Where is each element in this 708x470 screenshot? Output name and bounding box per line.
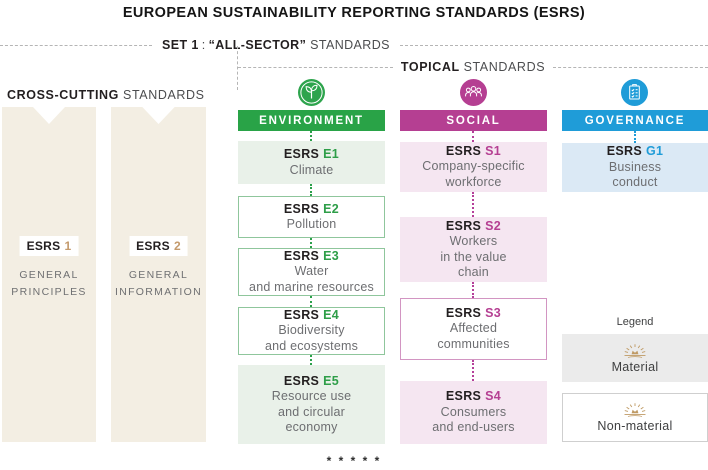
legend-non-material-box: Non-material	[562, 393, 708, 442]
esrs-e2-card: ESRS E2 Pollution	[238, 196, 385, 238]
esrs-g1-card: ESRS G1 Business conduct	[562, 143, 708, 192]
legend-title: Legend	[616, 316, 654, 328]
set1-label: SET 1	[162, 38, 199, 52]
connector	[310, 184, 312, 196]
connector	[634, 131, 636, 143]
esrs-1-code: ESRS 1	[19, 236, 79, 256]
topical-heading-row: TOPICAL STANDARDS	[238, 60, 708, 74]
esrs-e1-card: ESRS E1 Climate	[238, 141, 385, 184]
governance-header: GOVERNANCE	[562, 110, 708, 131]
esrs-e4-card: ESRS E4 Biodiversity and ecosystems	[238, 307, 385, 355]
subtitle-standards-label: STANDARDS	[310, 38, 390, 52]
section-divider-dash	[237, 46, 238, 90]
connector	[472, 192, 474, 217]
esrs-label: ESRS	[136, 239, 170, 253]
cross-cutting-heading: CROSS-CUTTING STANDARDS	[7, 88, 205, 102]
esrs-2-description: GENERAL INFORMATION	[114, 269, 202, 298]
esrs-1-num: 1	[64, 239, 72, 253]
social-header: SOCIAL	[400, 110, 547, 131]
crest-icon	[624, 403, 646, 417]
legend-non-material-label: Non-material	[597, 419, 673, 433]
esrs-e3-card: ESRS E3 Water and marine resources	[238, 248, 385, 296]
topical-heading: TOPICAL STANDARDS	[393, 60, 553, 74]
connector	[310, 131, 312, 141]
esrs-2-code: ESRS 2	[129, 236, 188, 256]
esrs-2-num: 2	[173, 239, 181, 253]
esrs-s2-card: ESRS S2 Workers in the value chain	[400, 217, 547, 282]
cross-cutting-light: STANDARDS	[123, 88, 205, 102]
set1-subtitle: SET 1: “ALL-SECTOR” STANDARDS	[152, 38, 400, 52]
subtitle-colon: :	[201, 38, 206, 52]
footnote-stars: * * * * *	[326, 454, 382, 468]
connector	[472, 360, 474, 381]
esrs-label: ESRS	[26, 239, 61, 253]
clipboard-icon	[621, 79, 648, 106]
connector	[310, 238, 312, 248]
topical-light: STANDARDS	[463, 60, 546, 74]
cross-cutting-bold: CROSS-CUTTING	[7, 88, 119, 102]
environment-header: ENVIRONMENT	[238, 110, 385, 131]
esrs-e5-card: ESRS E5 Resource use and circular economy	[238, 365, 385, 444]
topical-dash-right	[553, 66, 708, 68]
topical-bold: TOPICAL	[400, 60, 460, 74]
dashed-rule-left	[0, 44, 152, 46]
page-title: EUROPEAN SUSTAINABILITY REPORTING STANDA…	[122, 5, 586, 21]
esrs-s4-card: ESRS S4 Consumers and end-users	[400, 381, 547, 444]
connector	[310, 296, 312, 307]
all-sector-label: “ALL-SECTOR”	[208, 38, 307, 52]
connector	[472, 131, 474, 142]
set1-subtitle-row: SET 1: “ALL-SECTOR” STANDARDS	[0, 38, 708, 52]
legend-material-label: Material	[611, 359, 659, 374]
crest-icon	[624, 343, 646, 358]
connector	[472, 282, 474, 298]
esrs-s3-card: ESRS S3 Affected communities	[400, 298, 547, 360]
esrs-1-description: GENERAL PRINCIPLES	[11, 269, 87, 298]
legend-material-box: Material	[562, 334, 708, 382]
connector	[310, 355, 312, 365]
esrs-s1-card: ESRS S1 Company-specific workforce	[400, 142, 547, 192]
sprout-icon	[298, 79, 325, 106]
pillar-esrs-2: ESRS 2 GENERAL INFORMATION	[111, 107, 206, 442]
pillar-esrs-1: ESRS 1 GENERAL PRINCIPLES	[2, 107, 96, 442]
dashed-rule-right	[399, 44, 708, 46]
topical-dash-left	[238, 66, 393, 68]
people-icon	[460, 79, 487, 106]
